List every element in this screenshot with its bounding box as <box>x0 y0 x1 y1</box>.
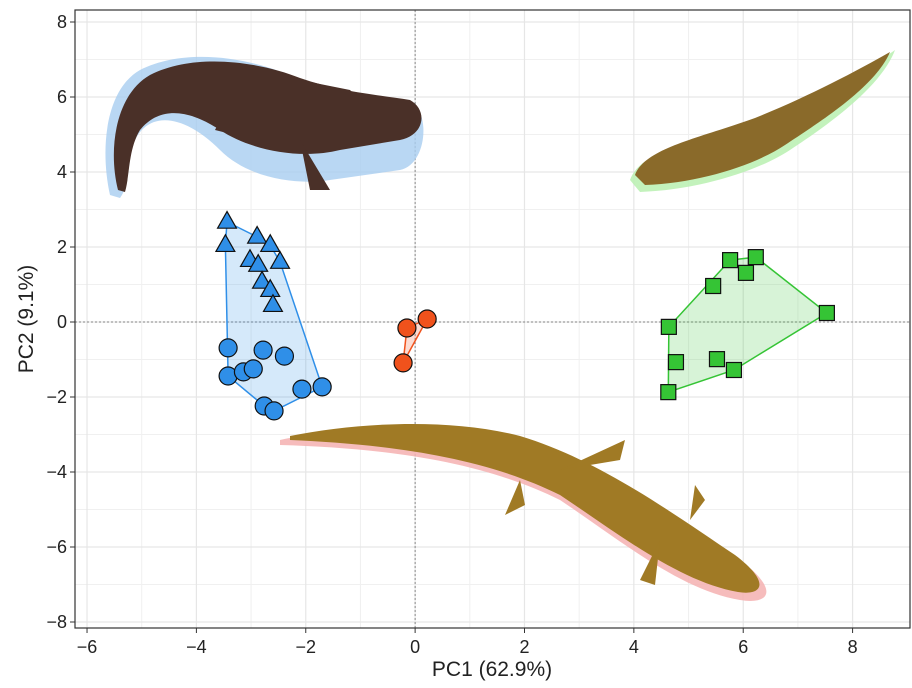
point <box>708 351 726 368</box>
x-tick-label: 8 <box>848 637 858 657</box>
y-tick-label: −6 <box>46 537 67 557</box>
y-tick-label: 8 <box>57 12 67 32</box>
x-tick-label: 0 <box>410 637 420 657</box>
point <box>747 249 764 266</box>
point <box>705 277 722 295</box>
x-tick-label: 2 <box>519 637 529 657</box>
point <box>214 233 236 253</box>
point <box>246 225 268 244</box>
point <box>667 354 685 371</box>
point <box>312 377 332 397</box>
point <box>264 401 284 421</box>
y-tick-label: −8 <box>46 612 67 632</box>
point <box>251 270 273 289</box>
point <box>721 252 739 269</box>
point <box>216 210 238 229</box>
point <box>253 340 273 360</box>
y-tick-label: 0 <box>57 312 67 332</box>
panel-border <box>74 9 911 629</box>
x-tick-label: −6 <box>77 637 98 657</box>
point <box>243 359 263 379</box>
y-tick-label: 6 <box>57 87 67 107</box>
point <box>269 250 291 269</box>
salamander-photo <box>280 423 767 601</box>
axes: −6 −4 −2 0 2 4 6 8 −8 −6 −4 −2 0 2 4 6 8 <box>46 9 911 657</box>
point <box>417 309 437 329</box>
point <box>660 384 677 401</box>
points <box>214 210 835 421</box>
specimen-photos <box>105 50 895 601</box>
point <box>218 338 238 358</box>
point <box>247 253 269 272</box>
x-tick-label: 6 <box>738 637 748 657</box>
y-tick-label: −4 <box>46 462 67 482</box>
point <box>259 233 281 253</box>
y-axis-title: PC2 (9.1%) <box>15 265 38 374</box>
point <box>292 379 312 399</box>
point <box>725 361 743 379</box>
point <box>737 264 755 281</box>
y-tick-label: −2 <box>46 387 67 407</box>
x-tick-label: −4 <box>186 637 207 657</box>
x-axis-title: PC1 (62.9%) <box>432 658 552 681</box>
point <box>274 346 295 366</box>
point <box>660 318 677 335</box>
x-tick-label: 4 <box>629 637 639 657</box>
point <box>397 318 417 338</box>
salamander-photo <box>630 50 895 192</box>
point <box>262 293 284 313</box>
salamander-photo <box>105 56 424 198</box>
x-tick-label: −2 <box>295 637 316 657</box>
point <box>818 304 835 322</box>
y-tick-label: 4 <box>57 162 67 182</box>
point <box>259 278 281 298</box>
y-tick-label: 2 <box>57 237 67 257</box>
point <box>393 353 413 373</box>
